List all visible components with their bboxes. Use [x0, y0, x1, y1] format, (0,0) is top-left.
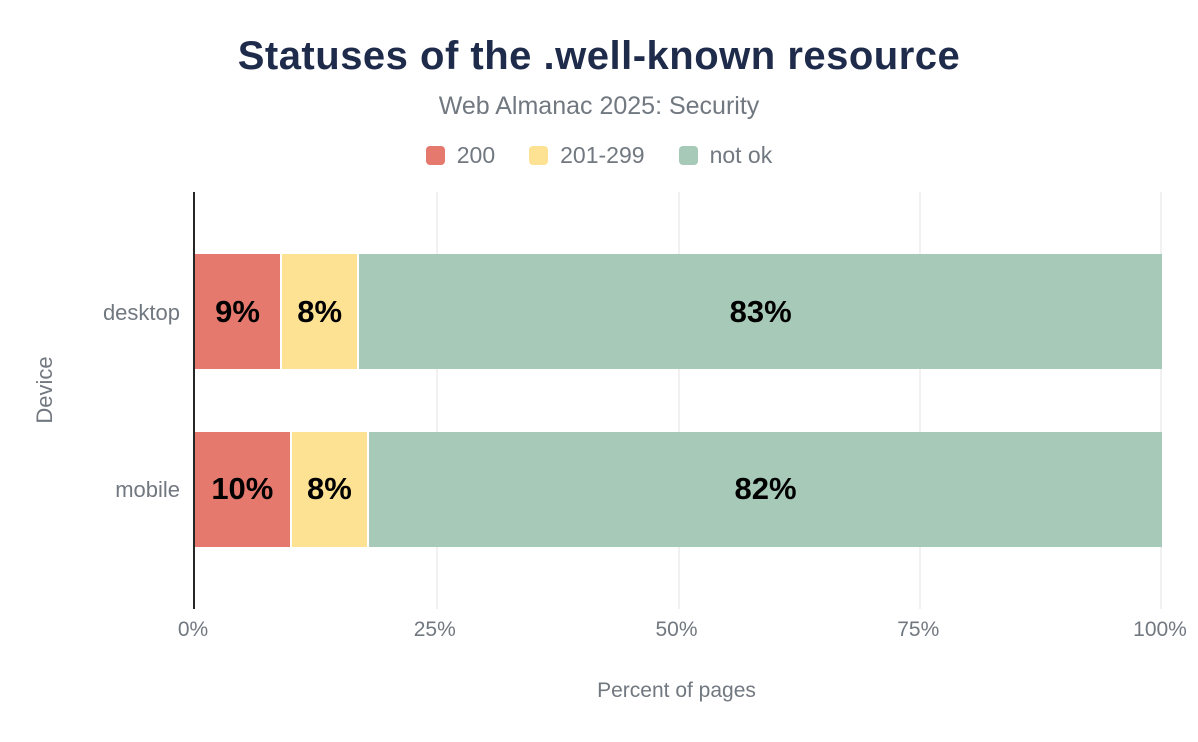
- bar-segment-mobile-200[interactable]: 10%: [195, 431, 292, 547]
- x-tick-label: 100%: [1133, 618, 1187, 641]
- bar-row-mobile: 10% 8% 82%: [195, 431, 1162, 547]
- legend: 200 201-299 not ok: [0, 142, 1198, 169]
- chart-title: Statuses of the .well-known resource: [237, 34, 961, 78]
- x-tick-label: 25%: [413, 618, 456, 641]
- chart-subtitle: Web Almanac 2025: Security: [438, 92, 760, 120]
- bar-row-desktop: 9% 8% 83%: [195, 254, 1162, 370]
- legend-item-200[interactable]: 200: [425, 142, 496, 169]
- legend-label: 201-299: [560, 142, 645, 168]
- legend-swatch: [529, 146, 549, 165]
- bar-segment-mobile-201-299[interactable]: 8%: [291, 431, 370, 547]
- y-tick-label-desktop: desktop: [102, 299, 180, 325]
- gridline: [919, 192, 922, 609]
- legend-swatch: [425, 146, 445, 165]
- x-tick-label: 75%: [897, 618, 940, 641]
- legend-swatch: [678, 146, 698, 165]
- bar-segment-desktop-201-299[interactable]: 8%: [282, 254, 360, 370]
- bar-segment-desktop-200[interactable]: 9%: [195, 254, 283, 370]
- gridline: [435, 192, 438, 609]
- bar-segment-desktop-not-ok[interactable]: 83%: [359, 254, 1162, 370]
- legend-item-201-299[interactable]: 201-299: [529, 142, 645, 169]
- bar-value-label: 10%: [211, 471, 274, 507]
- legend-label: 200: [456, 142, 496, 168]
- plot-area: 9% 8% 83% 10% 8% 82%: [193, 192, 1162, 609]
- bar-value-label: 83%: [729, 293, 792, 329]
- bar-value-label: 8%: [306, 471, 352, 507]
- bar-value-label: 8%: [297, 293, 343, 329]
- x-tick-label: 0%: [177, 618, 209, 641]
- bar-value-label: 9%: [215, 293, 260, 329]
- bar-value-label: 82%: [734, 471, 797, 507]
- gridline: [1160, 192, 1162, 609]
- bar-segment-mobile-not-ok[interactable]: 82%: [369, 431, 1162, 547]
- x-tick-label: 50%: [655, 618, 698, 641]
- gridline: [677, 192, 680, 609]
- legend-label: not ok: [709, 142, 773, 168]
- y-tick-label-mobile: mobile: [115, 477, 180, 503]
- x-axis-title: Percent of pages: [597, 679, 756, 702]
- legend-item-not-ok[interactable]: not ok: [678, 142, 773, 169]
- y-axis-title: Device: [32, 356, 57, 424]
